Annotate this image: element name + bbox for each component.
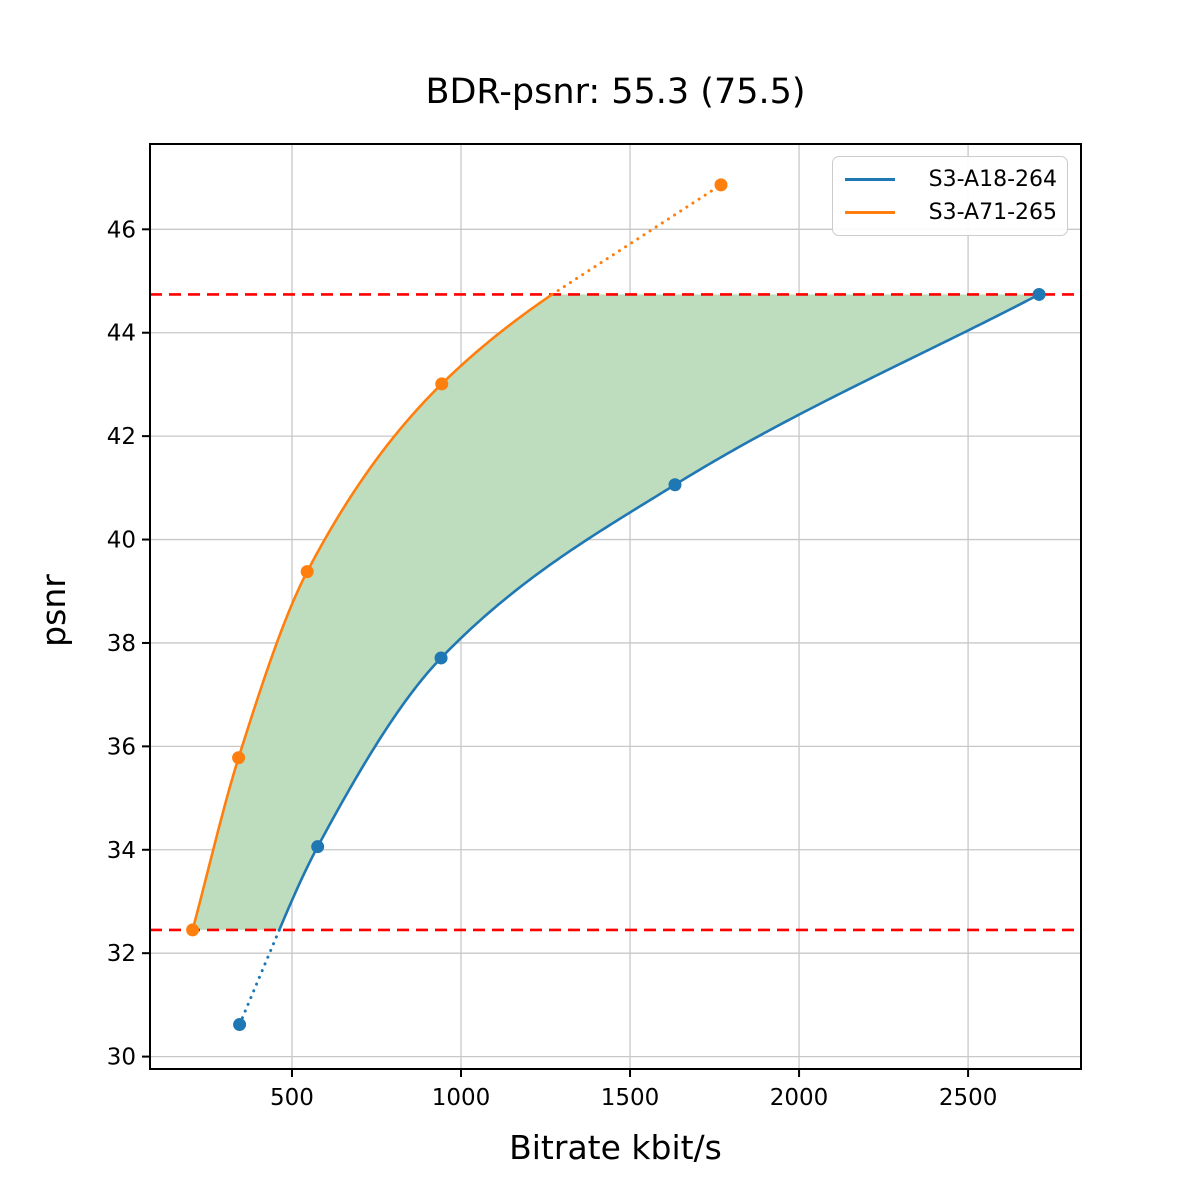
legend-item-s3-a18-264: S3-A18-264	[845, 167, 1057, 192]
plot-border	[149, 143, 1082, 1070]
y-tick-label: 30	[107, 1045, 136, 1071]
y-axis-label: psnr	[34, 574, 73, 647]
data-point-s3-a71-265	[300, 565, 314, 579]
y-tick-label: 40	[107, 528, 136, 554]
y-tick-label: 32	[107, 941, 136, 967]
series-s3-a71-265	[186, 178, 728, 937]
data-point-s3-a18-264	[434, 651, 448, 665]
data-point-s3-a18-264	[1032, 287, 1046, 301]
x-tick-label: 2000	[770, 1085, 829, 1111]
x-axis-ticks: 500 1000 1500 2000 2500	[270, 1069, 997, 1111]
data-point-s3-a18-264	[668, 478, 682, 492]
legend-label: S3-A18-264	[928, 167, 1057, 192]
y-tick-label: 34	[107, 838, 136, 864]
y-tick-label: 42	[107, 424, 136, 450]
data-point-s3-a71-265	[232, 751, 246, 765]
legend-label: S3-A71-265	[928, 200, 1057, 225]
overlap-boundary-lines	[150, 293, 1081, 932]
series-s3-a18-264	[233, 287, 1046, 1032]
x-tick-label: 2500	[939, 1085, 998, 1111]
x-tick-label: 500	[270, 1085, 314, 1111]
x-axis-label: Bitrate kbit/s	[509, 1128, 722, 1167]
y-axis-ticks: 30 32 34 36 38 40 42 44 46	[107, 217, 150, 1071]
bd-overlap-region	[192, 294, 1040, 930]
data-point-s3-a71-265	[435, 377, 449, 391]
legend-line-sample-orange	[845, 211, 895, 214]
data-point-s3-a71-265	[186, 923, 200, 937]
y-tick-label: 36	[107, 734, 136, 760]
data-point-s3-a18-264	[311, 840, 325, 854]
legend: S3-A18-264 S3-A71-265	[832, 156, 1068, 236]
data-point-s3-a71-265	[714, 178, 728, 192]
legend-line-sample-blue	[845, 178, 895, 181]
chart-title: BDR-psnr: 55.3 (75.5)	[425, 72, 806, 112]
x-tick-label: 1000	[432, 1085, 491, 1111]
x-tick-label: 1500	[601, 1085, 660, 1111]
y-tick-label: 38	[107, 631, 136, 657]
y-tick-label: 44	[107, 321, 136, 347]
data-point-s3-a18-264	[233, 1018, 247, 1032]
legend-item-s3-a71-265: S3-A71-265	[845, 200, 1057, 225]
y-tick-label: 46	[107, 217, 136, 243]
